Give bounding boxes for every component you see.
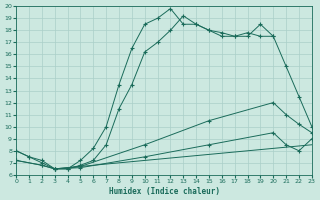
X-axis label: Humidex (Indice chaleur): Humidex (Indice chaleur)	[108, 187, 220, 196]
